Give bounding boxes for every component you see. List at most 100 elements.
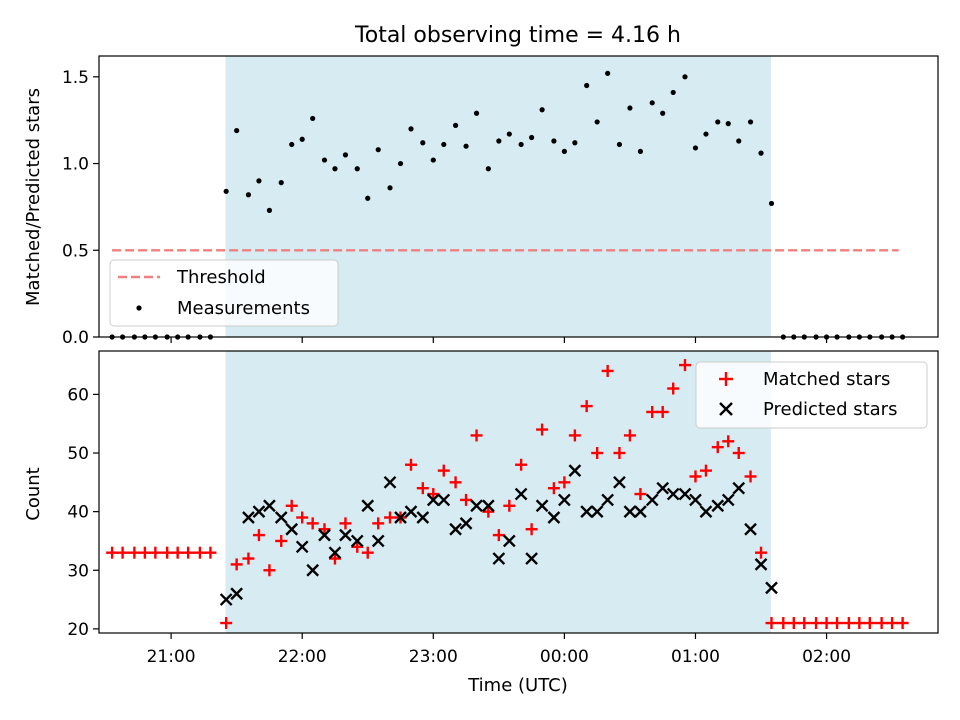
matched-star-marker [667,382,680,395]
matched-star-marker [515,458,528,471]
legend-matched-swatch [719,372,733,386]
predicted-star-marker [613,475,626,489]
count-xtick-label: 21:00 [147,647,196,667]
predicted-star-marker [558,493,571,507]
matched-star-marker [128,546,141,559]
measurement-point [463,143,469,149]
matched-star-marker [863,617,876,630]
predicted-star-marker [535,499,549,513]
matched-star-marker [242,552,255,565]
predicted-star-marker [711,499,725,513]
legend-predicted-label: Predicted stars [763,399,897,420]
predicted-star-marker [295,540,309,554]
legend-matched-label: Matched stars [763,369,890,390]
ratio-ytick-label: 1.5 [62,68,89,88]
predicted-star-marker [339,528,352,542]
ratio-ytick-label: 0.5 [62,241,89,261]
matched-star-marker [568,429,581,442]
measurement-point [441,141,447,148]
matched-star-marker [328,552,341,565]
measurement-point [561,148,567,155]
predicted-star-marker [242,511,255,524]
predicted-star-marker [404,505,418,518]
matched-star-marker [437,464,450,477]
predicted-star-marker [426,493,440,507]
predicted-star-marker [437,493,451,507]
ratio-ytick-label: 1.0 [62,155,89,175]
count-panel-xlabel: Time (UTC) [467,675,568,696]
measurement-point [758,150,764,156]
measurement-point [715,119,721,125]
count-panel-ylabel: Count [23,467,44,520]
matched-star-marker [536,423,549,436]
matched-star-marker [416,482,429,495]
matched-star-marker [853,617,866,630]
measurement-point [266,207,273,213]
matched-star-marker [492,529,505,542]
matched-star-marker [755,546,768,559]
count-ytick-label: 60 [67,385,89,405]
predicted-star-marker [580,505,594,518]
matched-star-marker [384,511,397,524]
predicted-star-marker [306,563,320,577]
measurement-point [539,107,545,113]
matched-star-marker [875,617,888,630]
matched-star-marker [601,364,614,377]
measurement-point [387,185,393,191]
matched-star-marker [263,564,276,577]
matched-star-marker [482,505,495,518]
matched-star-marker [732,447,745,460]
predicted-star-marker [492,552,506,565]
ratio-ytick-label: 0.0 [62,328,89,348]
count-ytick-label: 40 [67,503,89,523]
matched-star-marker [580,400,593,413]
predicted-star-marker [394,511,407,524]
count-ytick-label: 20 [67,620,89,640]
matched-star-marker [460,493,473,506]
matched-star-marker [765,617,778,630]
measurement-point [660,110,666,116]
measurement-point [670,89,676,96]
matched-star-marker [558,476,571,489]
measurement-point [692,145,699,151]
matched-star-marker [722,435,735,448]
measurement-point [256,178,262,184]
measurement-point [299,136,305,142]
matched-star-marker [896,617,909,630]
measurement-point [365,195,371,201]
measurement-point [605,70,611,76]
count-xtick-label: 23:00 [409,647,458,667]
predicted-star-marker [416,511,430,524]
measurement-point [430,157,436,163]
measurement-point [397,160,404,167]
predicted-star-marker [252,505,266,518]
predicted-star-marker [721,493,735,507]
matched-star-marker [623,429,636,442]
measurement-point [332,166,338,172]
matched-star-marker [634,488,647,501]
matched-star-marker [252,529,265,542]
ratio-legend-box [109,259,339,327]
count-legend-box [695,361,928,429]
matched-star-marker [842,617,855,630]
measurement-point [747,119,754,125]
predicted-star-marker [732,481,746,495]
matched-star-marker [372,517,385,530]
matched-star-marker [798,617,811,630]
measurement-point [529,134,535,141]
matched-star-marker [525,523,538,536]
matched-star-marker [678,359,691,372]
measurement-point [551,138,557,144]
predicted-star-marker [459,517,473,530]
legend-measurements-swatch [136,305,142,311]
matched-star-marker [470,429,483,442]
count-xtick-label: 00:00 [540,647,589,667]
measurement-point [310,115,316,122]
predicted-star-marker [678,487,692,501]
predicted-star-marker [502,534,516,548]
matched-star-marker [230,558,243,571]
measurement-point [354,166,360,172]
predicted-star-marker [350,534,364,548]
predicted-star-marker [525,552,538,565]
